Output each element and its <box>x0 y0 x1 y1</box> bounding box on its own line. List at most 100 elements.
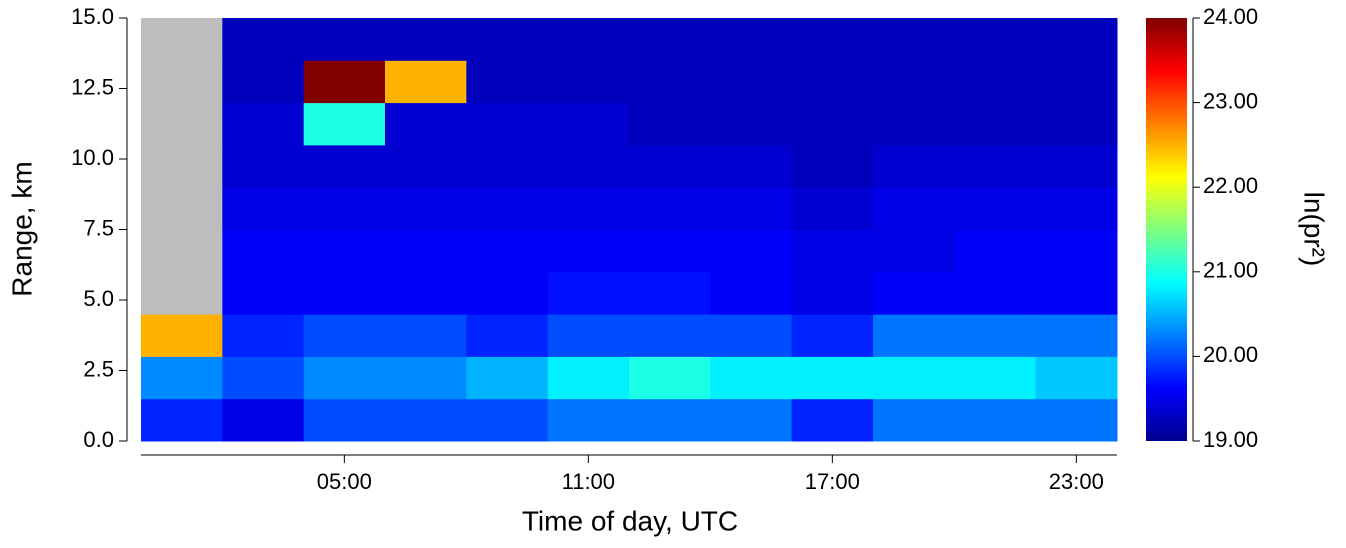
y-axis-title: Range, km <box>6 161 37 296</box>
heatmap-cell <box>873 102 955 146</box>
heatmap-cell <box>466 187 549 230</box>
heatmap-cell <box>466 60 549 104</box>
heatmap-cell <box>385 314 467 357</box>
heatmap-cell <box>141 18 223 61</box>
heatmap-cell <box>303 314 386 357</box>
heatmap-cell <box>954 271 1037 315</box>
heatmap-cell <box>385 229 467 273</box>
heatmap-cell <box>710 229 793 273</box>
heatmap-cell <box>222 144 305 188</box>
heatmap-cell <box>222 398 305 442</box>
heatmap-cell <box>873 144 955 188</box>
heatmap-cell <box>791 187 874 230</box>
heatmap-cell <box>385 271 467 315</box>
heatmap-cell <box>1035 314 1118 357</box>
heatmap-cell <box>791 314 874 357</box>
heatmap-cell <box>547 60 630 104</box>
heatmap-cell <box>222 314 305 357</box>
heatmap-cell <box>791 102 874 146</box>
y-tick-label: 15.0 <box>71 4 114 29</box>
heatmap-cell <box>222 60 305 104</box>
heatmap-cell <box>141 144 223 188</box>
heatmap-cell <box>710 398 793 442</box>
heatmap-cell <box>1035 187 1118 230</box>
heatmap-cell <box>303 18 386 61</box>
heatmap-cell <box>547 144 630 188</box>
heatmap-cell <box>141 102 223 146</box>
heatmap-cell <box>710 102 793 146</box>
heatmap-cell <box>873 60 955 104</box>
colorbar-tick-label: 24.00 <box>1203 4 1258 29</box>
colorbar-tick-label: 19.00 <box>1203 427 1258 452</box>
y-tick-label: 7.5 <box>83 215 114 240</box>
x-tick-label: 05:00 <box>317 469 372 494</box>
heatmap-cell <box>222 271 305 315</box>
heatmap-cell <box>303 356 386 400</box>
heatmap-cell <box>303 398 386 442</box>
heatmap-cell <box>791 271 874 315</box>
heatmap-cell <box>710 187 793 230</box>
heatmap-cell <box>791 60 874 104</box>
heatmap-cell <box>466 271 549 315</box>
heatmap-cell <box>466 398 549 442</box>
heatmap-cell <box>1035 144 1118 188</box>
x-tick-label: 23:00 <box>1049 469 1104 494</box>
heatmap-cell <box>547 229 630 273</box>
heatmap-cell <box>547 356 630 400</box>
heatmap-cell <box>873 314 955 357</box>
heatmap-cell <box>954 398 1037 442</box>
heatmap-cell <box>1035 271 1118 315</box>
heatmap-cell <box>222 18 305 61</box>
heatmap-cell <box>547 187 630 230</box>
heatmap-cell <box>954 18 1037 61</box>
heatmap-cell <box>710 144 793 188</box>
heatmap-cell <box>629 229 711 273</box>
heatmap-cell <box>547 18 630 61</box>
heatmap-cell <box>954 356 1037 400</box>
heatmap-cell <box>1035 102 1118 146</box>
heatmap-cell <box>791 18 874 61</box>
heatmap-cell <box>954 60 1037 104</box>
heatmap-cell <box>466 356 549 400</box>
x-axis-title: Time of day, UTC <box>522 505 738 536</box>
heatmap-cell <box>629 18 711 61</box>
heatmap-cell <box>466 18 549 61</box>
heatmap-cell <box>141 398 223 442</box>
colorbar-title: ln(pr²) <box>1299 192 1330 267</box>
heatmap-cell <box>1035 229 1118 273</box>
colorbar-tick-label: 20.00 <box>1203 342 1258 367</box>
heatmap-cell <box>222 356 305 400</box>
heatmap-cell <box>1035 398 1118 442</box>
heatmap-cell <box>385 60 467 104</box>
heatmap-cell <box>954 187 1037 230</box>
heatmap-cell <box>1035 356 1118 400</box>
heatmap-cell <box>629 314 711 357</box>
x-tick-label: 11:00 <box>562 469 615 494</box>
colorbar-tick-label: 22.00 <box>1203 173 1258 198</box>
heatmap-cell <box>385 398 467 442</box>
heatmap-cell <box>141 187 223 230</box>
heatmap-cell <box>873 271 955 315</box>
heatmap-cell <box>385 18 467 61</box>
colorbar-tick-label: 21.00 <box>1203 258 1258 283</box>
heatmap-cell <box>629 398 711 442</box>
heatmap-cell <box>222 187 305 230</box>
heatmap-cell <box>629 187 711 230</box>
heatmap-cell <box>629 60 711 104</box>
heatmap-cell <box>710 356 793 400</box>
heatmap-cell <box>954 144 1037 188</box>
heatmap-cell <box>466 102 549 146</box>
y-tick-label: 0.0 <box>83 427 114 452</box>
heatmap-cell <box>1035 18 1118 61</box>
heatmap-cell <box>547 102 630 146</box>
heatmap-cell <box>873 18 955 61</box>
heatmap-cell <box>873 187 955 230</box>
heatmap-cell <box>303 187 386 230</box>
heatmap-cell <box>873 398 955 442</box>
heatmap-cell <box>791 398 874 442</box>
y-tick-label: 10.0 <box>71 145 114 170</box>
heatmap-cell <box>385 356 467 400</box>
heatmap-cell <box>141 314 223 357</box>
heatmap-cell <box>791 229 874 273</box>
heatmap-cell <box>303 60 386 104</box>
